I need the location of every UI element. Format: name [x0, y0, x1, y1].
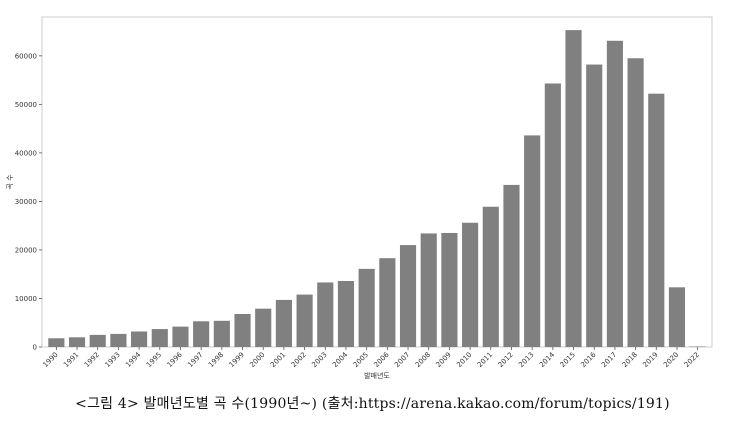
x-tick-label: 2009	[435, 351, 453, 369]
y-tick-label: 10000	[15, 295, 37, 303]
bar-2017	[606, 40, 623, 347]
x-tick-label: 2006	[372, 350, 391, 369]
x-tick-label: 2000	[248, 351, 266, 369]
bar-1998	[213, 320, 230, 347]
x-tick-label: 2013	[517, 351, 535, 369]
x-tick-label: 2010	[455, 351, 473, 369]
x-tick-label: 2016	[579, 350, 598, 369]
y-axis-title: 곡 수	[6, 174, 14, 190]
x-tick-label: 2014	[538, 350, 557, 369]
x-tick-label: 2019	[641, 351, 659, 369]
x-tick-label: 2007	[393, 351, 411, 369]
x-tick-label: 2017	[600, 351, 618, 369]
bar-1994	[131, 331, 148, 347]
x-tick-label: 1993	[104, 351, 122, 369]
x-tick-label: 2004	[331, 350, 350, 369]
x-tick-label: 2020	[662, 351, 680, 369]
x-tick-label: 2002	[290, 351, 308, 369]
bar-2020	[668, 287, 686, 347]
bar-2009	[441, 232, 458, 347]
bar-1991	[68, 337, 86, 347]
bar-2012	[503, 184, 520, 347]
bars-group	[48, 30, 706, 348]
x-tick-label: 2012	[497, 351, 515, 369]
bar-1997	[193, 321, 210, 347]
bar-2019	[648, 93, 665, 347]
bar-1993	[110, 333, 127, 347]
bar-2006	[379, 258, 396, 347]
plot-frame	[41, 16, 713, 348]
x-tick-label: 1990	[41, 351, 59, 369]
x-tick-label: 2022	[683, 351, 701, 369]
x-tick-label: 1995	[145, 351, 163, 369]
bar-2002	[296, 294, 313, 347]
x-tick-label: 1998	[207, 351, 225, 369]
bar-2008	[420, 233, 437, 347]
figure-caption: <그림 4> 발매년도별 곡 수(1990년~) (출처:https://are…	[75, 396, 670, 412]
bar-1992	[89, 334, 106, 347]
bar-2016	[586, 64, 603, 347]
x-tick-label: 1992	[83, 351, 101, 369]
bar-1996	[172, 326, 189, 347]
x-tick-label: 2008	[414, 351, 432, 369]
bar-2007	[399, 245, 417, 347]
bar-2003	[317, 282, 334, 347]
x-tick-label: 1996	[166, 350, 185, 369]
bar-2004	[337, 281, 355, 347]
y-axis: 0 10000 20000 30000 40000 50000 60000	[15, 52, 42, 352]
bar-1999	[234, 314, 251, 347]
bar-2018	[627, 58, 644, 347]
bar-2015	[565, 30, 582, 348]
x-tick-label: 2011	[476, 351, 494, 369]
bar-2005	[358, 268, 375, 347]
x-tick-label: 1997	[186, 351, 204, 369]
x-tick-label: 2018	[621, 351, 639, 369]
bar-2001	[275, 299, 292, 347]
x-tick-label: 2001	[269, 351, 287, 369]
bar-2000	[255, 308, 272, 347]
x-tick-label: 2003	[310, 351, 328, 369]
bar-2014	[544, 83, 561, 347]
x-axis: 1990 1991 1992 1993 1994 1995 1996 1997 1998 1999…	[41, 347, 701, 369]
bar-1995	[151, 329, 168, 347]
chart-area: 0 10000 20000 30000 40000 50000 60000 1990 1991…	[6, 16, 713, 380]
y-tick-label: 20000	[15, 246, 37, 254]
x-tick-label: 1999	[228, 351, 246, 369]
y-tick-label: 60000	[15, 52, 37, 60]
y-tick-label: 30000	[15, 198, 37, 206]
bar-2011	[482, 206, 499, 347]
y-tick-label: 40000	[15, 149, 37, 157]
y-tick-label: 0	[33, 344, 37, 352]
bar-2013	[524, 135, 541, 347]
y-tick-label: 50000	[15, 101, 37, 109]
x-tick-label: 1994	[124, 350, 143, 369]
bar-2010	[462, 222, 479, 347]
bar-2022	[689, 346, 706, 348]
x-tick-label: 1991	[62, 351, 80, 369]
x-tick-label: 2015	[559, 351, 577, 369]
x-tick-label: 2005	[352, 351, 370, 369]
bar-chart: 0 10000 20000 30000 40000 50000 60000 1990 1991…	[6, 16, 713, 380]
bar-1990	[48, 338, 65, 347]
x-axis-title: 발매년도	[364, 371, 390, 380]
